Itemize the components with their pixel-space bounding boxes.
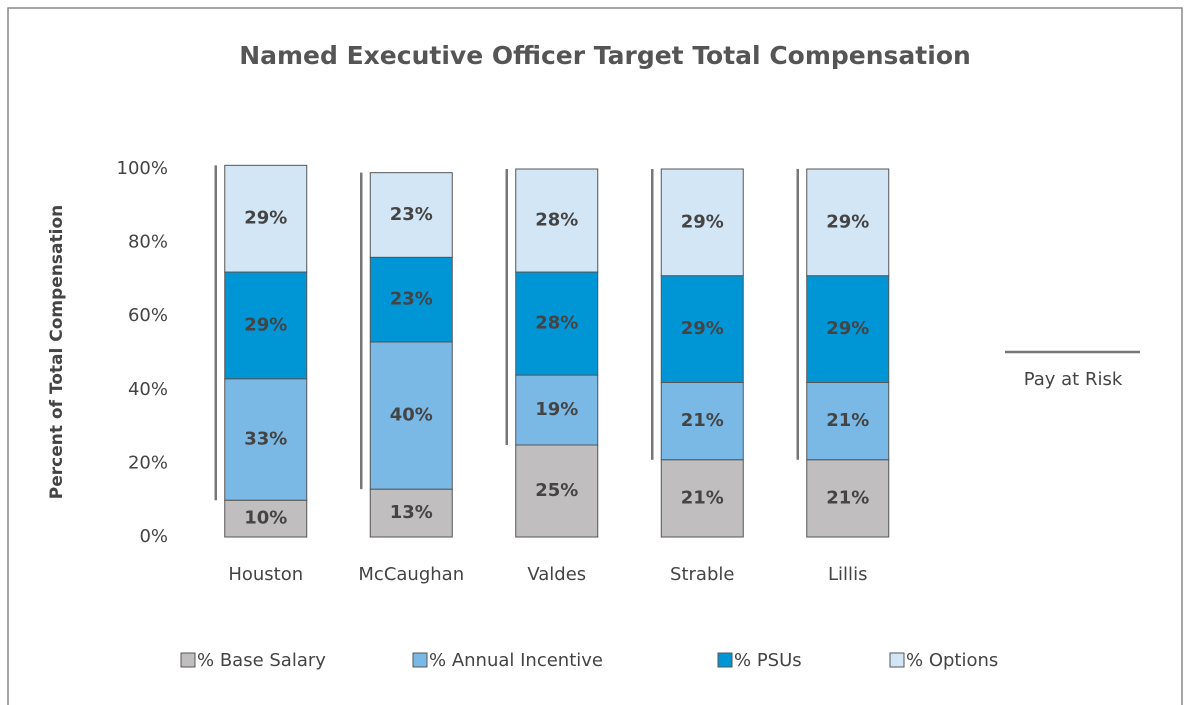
- data-label: 28%: [535, 313, 578, 334]
- data-label: 21%: [826, 410, 869, 431]
- y-axis-label: Percent of Total Compensation: [47, 205, 67, 499]
- x-tick-label: Strable: [670, 564, 734, 585]
- bar-segment: [660, 275, 744, 383]
- bar-segment: [806, 275, 890, 383]
- legend-label: % Annual Incentive: [429, 650, 603, 671]
- y-tick-label: 80%: [128, 232, 168, 253]
- bar-segment: [224, 499, 308, 538]
- bar-segment: [224, 164, 308, 273]
- legend-label: % Options: [906, 650, 998, 671]
- data-label: 33%: [244, 428, 287, 449]
- data-label: 23%: [390, 289, 433, 310]
- x-tick-label: McCaughan: [358, 564, 464, 585]
- y-tick-label: 40%: [128, 379, 168, 400]
- chart-border: [7, 7, 1183, 705]
- bar-segment: [806, 459, 890, 538]
- data-label: 19%: [535, 399, 578, 420]
- bar-segment: [660, 168, 744, 277]
- data-label: 10%: [244, 508, 287, 529]
- legend-swatch: [717, 652, 733, 668]
- y-tick-label: 100%: [117, 158, 168, 179]
- legend-swatch: [412, 652, 428, 668]
- data-label: 28%: [535, 210, 578, 231]
- bar-segment: [369, 488, 453, 538]
- bar-segment: [369, 172, 453, 258]
- bar-segment: [660, 459, 744, 538]
- y-tick-label: 20%: [128, 452, 168, 473]
- data-label: 23%: [390, 204, 433, 225]
- chart-title: Named Executive Officer Target Total Com…: [239, 41, 971, 70]
- data-label: 29%: [244, 314, 287, 335]
- bar-segment: [806, 381, 890, 461]
- y-tick-label: 60%: [128, 305, 168, 326]
- bar-segment: [515, 168, 599, 273]
- data-label: 29%: [826, 318, 869, 339]
- x-tick-label: Lillis: [828, 564, 867, 585]
- x-tick-label: Houston: [228, 564, 303, 585]
- bar-segment: [224, 378, 308, 501]
- bar-segment: [515, 271, 599, 376]
- data-label: 13%: [390, 502, 433, 523]
- data-label: 29%: [826, 211, 869, 232]
- data-label: 21%: [681, 410, 724, 431]
- x-tick-label: Valdes: [527, 564, 586, 585]
- legend-swatch: [180, 652, 196, 668]
- data-label: 29%: [681, 211, 724, 232]
- data-label: 29%: [681, 318, 724, 339]
- data-label: 25%: [535, 480, 578, 501]
- bar-segment: [515, 444, 599, 538]
- legend-label: % PSUs: [734, 650, 802, 671]
- legend-swatch: [889, 652, 905, 668]
- bar-segment: [806, 168, 890, 277]
- legend-risk-label: Pay at Risk: [1024, 369, 1123, 390]
- bar-segment: [369, 256, 453, 343]
- data-label: 21%: [826, 487, 869, 508]
- data-label: 40%: [390, 405, 433, 426]
- data-label: 29%: [244, 208, 287, 229]
- data-label: 21%: [681, 487, 724, 508]
- bar-segment: [369, 341, 453, 490]
- y-tick-label: 0%: [139, 526, 168, 547]
- legend-label: % Base Salary: [197, 650, 326, 671]
